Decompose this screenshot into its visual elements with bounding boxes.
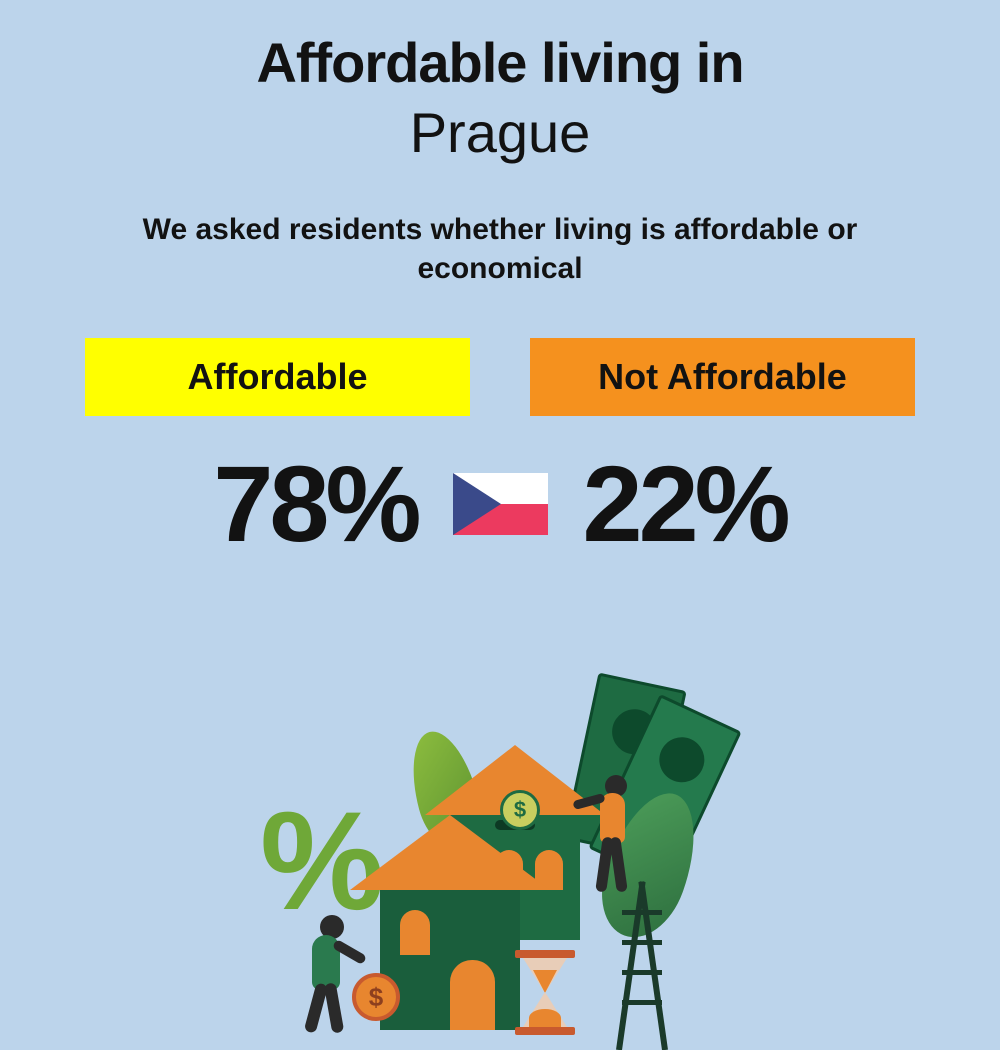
title-prefix: Affordable living in <box>0 30 1000 95</box>
percentages-row: 78% 22% <box>0 441 1000 566</box>
affordable-label: Affordable <box>85 338 470 416</box>
not-affordable-percentage: 22% <box>583 441 787 566</box>
window-icon <box>400 910 430 955</box>
door-icon <box>450 960 495 1030</box>
affordable-percentage: 78% <box>213 441 417 566</box>
person-depositing-icon <box>585 775 665 935</box>
savings-illustration-icon: % $ $ <box>250 670 750 1050</box>
title-city: Prague <box>0 100 1000 165</box>
infographic-container: Affordable living in Prague We asked res… <box>0 0 1000 566</box>
subtitle-text: We asked residents whether living is aff… <box>0 210 1000 288</box>
not-affordable-label: Not Affordable <box>530 338 915 416</box>
house-front-roof-icon <box>350 815 550 890</box>
person-rolling-coin-icon: $ <box>280 915 370 1045</box>
hourglass-icon <box>515 950 575 1035</box>
labels-row: Affordable Not Affordable <box>0 338 1000 416</box>
czech-flag-icon <box>453 473 548 535</box>
flag-blue-triangle <box>453 473 501 535</box>
